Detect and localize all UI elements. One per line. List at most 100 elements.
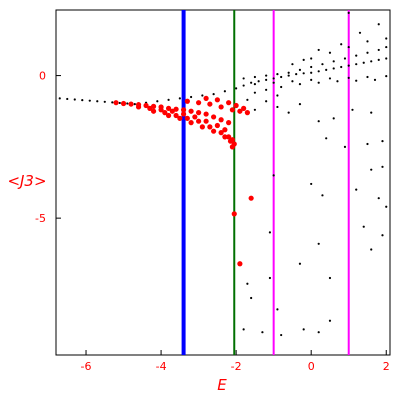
data-point	[347, 45, 350, 49]
data-point	[96, 100, 99, 103]
data-point	[231, 211, 237, 217]
data-point	[385, 57, 388, 60]
data-point	[199, 124, 205, 130]
data-point	[180, 107, 187, 113]
data-point	[321, 63, 324, 66]
data-point	[165, 105, 172, 111]
data-point	[177, 115, 183, 121]
plot-frame	[55, 9, 391, 356]
data-point	[233, 102, 239, 109]
data-point	[218, 130, 224, 136]
data-point	[340, 43, 343, 46]
data-point	[276, 73, 279, 76]
data-point	[126, 102, 129, 105]
data-point	[355, 63, 358, 66]
data-point	[156, 100, 159, 103]
data-point	[261, 331, 264, 334]
data-point	[265, 88, 268, 91]
data-point	[325, 68, 328, 71]
data-point	[332, 67, 335, 70]
data-point	[280, 75, 283, 79]
data-point	[355, 54, 358, 57]
data-point	[196, 100, 202, 106]
data-point	[184, 115, 190, 121]
data-point	[328, 77, 332, 80]
data-point	[332, 60, 335, 63]
data-points-layer	[58, 11, 388, 337]
data-point	[203, 111, 209, 117]
data-point	[340, 65, 343, 69]
data-point	[226, 100, 232, 106]
data-point	[207, 124, 213, 130]
data-point	[385, 45, 388, 49]
data-point	[325, 137, 328, 140]
data-point	[246, 98, 249, 101]
data-point	[298, 102, 302, 106]
data-point	[362, 61, 365, 64]
data-point	[120, 100, 127, 107]
data-point	[226, 120, 232, 126]
data-point	[381, 165, 384, 168]
data-point	[218, 104, 224, 110]
data-point	[317, 70, 320, 73]
data-point	[328, 319, 332, 322]
data-point	[298, 262, 302, 265]
data-point	[237, 108, 243, 114]
data-point	[192, 114, 198, 120]
data-point	[366, 75, 369, 79]
data-point	[253, 108, 256, 111]
data-point	[203, 118, 209, 124]
data-point	[310, 71, 313, 74]
x-tick-label: -6	[81, 360, 92, 373]
data-point	[377, 197, 380, 200]
x-axis-ticks: -6 -4 -2 0 2	[81, 350, 390, 373]
data-point	[214, 122, 220, 129]
data-point	[235, 87, 238, 90]
data-point	[347, 11, 350, 14]
data-point	[287, 111, 290, 114]
data-point	[332, 117, 335, 120]
data-point	[317, 120, 320, 123]
data-point	[246, 282, 249, 285]
data-point	[295, 73, 298, 76]
y-tick-label: -5	[35, 212, 46, 225]
data-point	[211, 114, 217, 120]
data-point	[310, 65, 313, 69]
data-point	[370, 111, 373, 114]
data-point	[111, 101, 114, 104]
data-point	[276, 94, 279, 97]
data-point	[201, 94, 204, 97]
data-point	[88, 99, 91, 102]
data-point	[196, 110, 202, 116]
data-point	[250, 296, 253, 300]
data-point	[291, 63, 294, 66]
data-point	[150, 108, 157, 114]
data-point	[253, 83, 256, 86]
data-point	[188, 120, 194, 126]
reference-lines	[181, 10, 350, 355]
data-point	[218, 117, 224, 123]
data-point	[328, 276, 332, 280]
data-point	[343, 145, 347, 148]
data-point	[226, 134, 232, 140]
data-point	[370, 248, 373, 251]
data-point	[310, 78, 313, 81]
data-point	[347, 64, 350, 67]
data-point	[113, 100, 119, 106]
data-point	[222, 127, 228, 133]
data-point	[188, 108, 194, 114]
data-point	[373, 78, 377, 81]
data-point	[377, 23, 380, 26]
data-point	[173, 112, 179, 119]
data-point	[355, 188, 358, 191]
data-point	[242, 77, 245, 80]
x-tick-label: 2	[383, 360, 390, 373]
data-point	[280, 85, 283, 89]
data-point	[81, 98, 84, 102]
data-point	[272, 77, 275, 80]
data-point	[280, 333, 283, 337]
data-point	[317, 242, 320, 245]
data-point	[158, 107, 164, 113]
data-point	[370, 60, 373, 63]
